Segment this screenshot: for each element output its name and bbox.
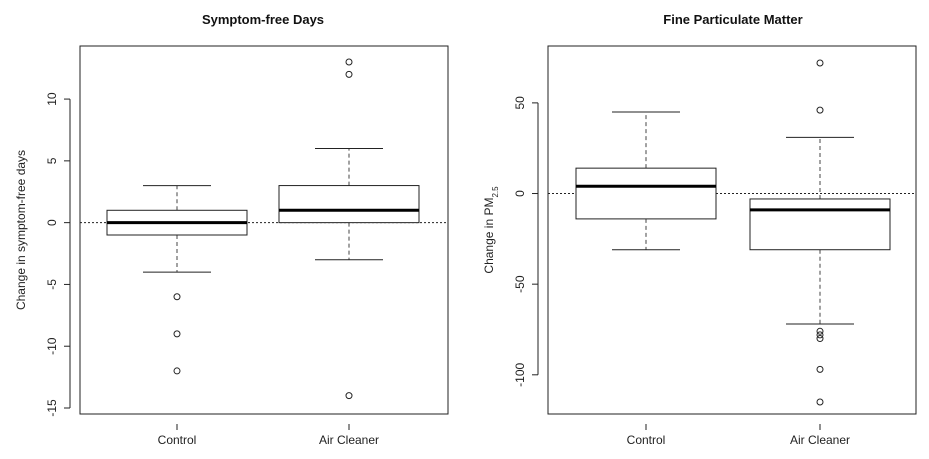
y-tick-label: -10	[45, 337, 59, 355]
outlier-point	[816, 331, 824, 339]
outlier-point	[173, 293, 181, 301]
y-tick-label: 50	[513, 96, 527, 110]
iqr-box	[575, 167, 717, 220]
x-tick-label: Control	[158, 433, 197, 447]
plot-frame	[547, 45, 917, 415]
chart-title: Symptom-free Days	[202, 12, 324, 27]
plot-frame	[79, 45, 449, 415]
y-tick-label: 0	[45, 219, 59, 226]
x-axis: Control Air Cleaner	[627, 424, 850, 447]
x-tick-label: Control	[627, 433, 666, 447]
iqr-box	[278, 185, 420, 224]
outlier-point	[816, 335, 824, 343]
y-tick-label: 0	[513, 190, 527, 197]
y-tick-label: -100	[513, 362, 527, 386]
outlier-point	[173, 367, 181, 375]
outlier-point	[345, 58, 353, 66]
outlier-point	[816, 59, 824, 67]
outlier-point	[173, 330, 181, 338]
outlier-point	[816, 327, 824, 335]
box-plot-marks	[548, 59, 916, 406]
y-axis: -15 -10 -5 0 5 10	[45, 92, 71, 417]
x-tick-label: Air Cleaner	[790, 433, 850, 447]
outlier-point	[345, 392, 353, 400]
y-tick-label: 5	[45, 157, 59, 164]
chart-title: Fine Particulate Matter	[663, 12, 802, 27]
y-tick-label: 10	[45, 92, 59, 106]
outlier-point	[816, 106, 824, 114]
y-tick-label: -50	[513, 275, 527, 293]
y-axis: -100 -50 0 50	[513, 96, 539, 387]
outlier-point	[345, 70, 353, 78]
y-axis-label: Change in symptom-free days	[14, 150, 28, 310]
outlier-point	[816, 365, 824, 373]
chart-panel-fine-particulate-matter: Fine Particulate Matter Change in PM2.5 …	[482, 12, 917, 447]
y-tick-label: -15	[45, 399, 59, 417]
y-tick-label: -5	[45, 279, 59, 290]
x-tick-label: Air Cleaner	[319, 433, 379, 447]
y-axis-label: Change in PM2.5	[482, 186, 500, 274]
box-plot-marks	[80, 58, 448, 400]
chart-panel-symptom-free-days: Symptom-free Days Change in symptom-free…	[14, 12, 449, 447]
outlier-point	[816, 398, 824, 406]
x-axis: Control Air Cleaner	[158, 424, 379, 447]
iqr-box	[749, 198, 891, 251]
